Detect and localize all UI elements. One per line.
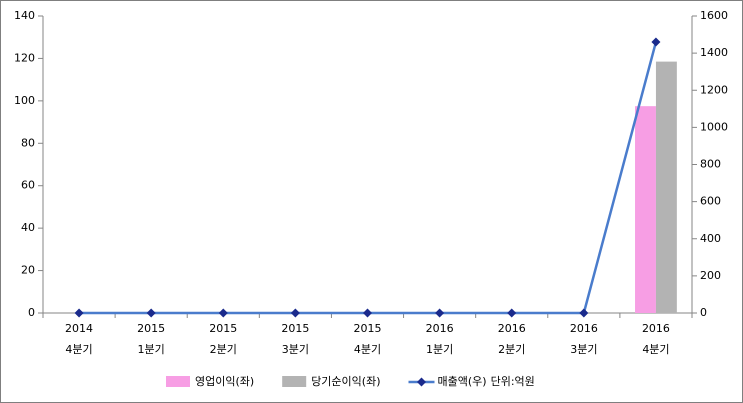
y-tick-label: 140 (14, 9, 35, 22)
x-tick-label: 1분기 (426, 343, 453, 356)
x-tick-label: 2016 (570, 322, 598, 335)
x-tick-label: 4분기 (65, 343, 92, 356)
line-marker (218, 308, 228, 318)
legend-marker (417, 377, 426, 387)
x-tick-label: 2015 (209, 322, 237, 335)
y2-tick-label: 800 (700, 158, 721, 171)
y2-tick-label: 0 (700, 306, 707, 319)
y-tick-label: 60 (21, 179, 35, 192)
x-tick-label: 2016 (426, 322, 454, 335)
annotation: 단위:억원 (491, 375, 535, 388)
legend-swatch (166, 376, 190, 387)
x-tick-label: 2분기 (498, 343, 525, 356)
x-tick-label: 3분기 (282, 343, 309, 356)
line-marker (363, 308, 372, 318)
x-tick-label: 2분기 (210, 343, 237, 356)
x-tick-label: 2014 (65, 322, 93, 335)
line-marker (435, 308, 445, 318)
line-marker (579, 308, 589, 318)
y-tick-label: 40 (21, 221, 35, 234)
line-marker (651, 37, 661, 47)
line-marker (74, 308, 84, 318)
x-tick-label: 2016 (498, 322, 526, 335)
legend-label: 영업이익(좌) (195, 375, 254, 388)
bar (635, 106, 656, 314)
y-tick-label: 80 (21, 136, 35, 149)
y2-tick-label: 1400 (700, 46, 728, 59)
x-tick-label: 2015 (354, 322, 382, 335)
x-tick-label: 2016 (642, 322, 670, 335)
y2-tick-label: 1000 (700, 120, 728, 133)
y-tick-label: 20 (21, 264, 35, 277)
y2-tick-label: 1600 (700, 9, 728, 22)
y-tick-label: 0 (28, 306, 35, 319)
x-tick-label: 4분기 (642, 343, 669, 356)
x-tick-label: 4분기 (354, 343, 381, 356)
y2-tick-label: 600 (700, 195, 721, 208)
x-tick-label: 1분기 (138, 343, 165, 356)
y-tick-label: 100 (14, 94, 35, 107)
legend-swatch (282, 376, 307, 387)
line-marker (290, 308, 300, 318)
bar (655, 61, 677, 313)
y-tick-label: 120 (14, 51, 35, 64)
legend-label: 당기순이익(좌) (311, 375, 380, 388)
y2-tick-label: 200 (700, 269, 721, 282)
x-tick-label: 2015 (137, 322, 165, 335)
x-tick-label: 3분기 (570, 343, 597, 356)
line-marker (146, 308, 156, 318)
y2-tick-label: 400 (700, 232, 721, 245)
y2-tick-label: 1200 (700, 83, 728, 96)
x-tick-label: 2015 (281, 322, 309, 335)
legend-label: 매출액(우) (438, 375, 487, 388)
line-marker (507, 308, 517, 318)
